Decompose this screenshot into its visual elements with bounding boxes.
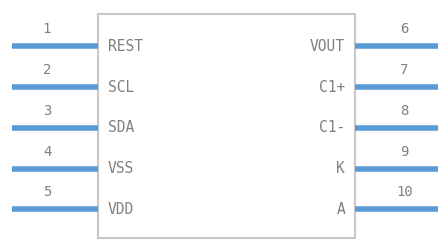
- Text: C1+: C1+: [319, 80, 345, 95]
- Text: VDD: VDD: [108, 202, 134, 217]
- Text: 8: 8: [401, 104, 409, 118]
- Text: 7: 7: [401, 64, 409, 77]
- Text: 1: 1: [43, 22, 51, 37]
- Text: 5: 5: [43, 185, 51, 199]
- Text: VSS: VSS: [108, 161, 134, 176]
- Text: VOUT: VOUT: [310, 39, 345, 54]
- Text: C1-: C1-: [319, 120, 345, 135]
- Text: 3: 3: [43, 104, 51, 118]
- Bar: [98, 14, 355, 238]
- Text: 6: 6: [401, 22, 409, 37]
- Text: SCL: SCL: [108, 80, 134, 95]
- Text: K: K: [336, 161, 345, 176]
- Text: 2: 2: [43, 64, 51, 77]
- Text: SDA: SDA: [108, 120, 134, 135]
- Text: 4: 4: [43, 145, 51, 159]
- Text: REST: REST: [108, 39, 143, 54]
- Text: 9: 9: [401, 145, 409, 159]
- Text: 10: 10: [396, 185, 413, 199]
- Text: A: A: [336, 202, 345, 217]
